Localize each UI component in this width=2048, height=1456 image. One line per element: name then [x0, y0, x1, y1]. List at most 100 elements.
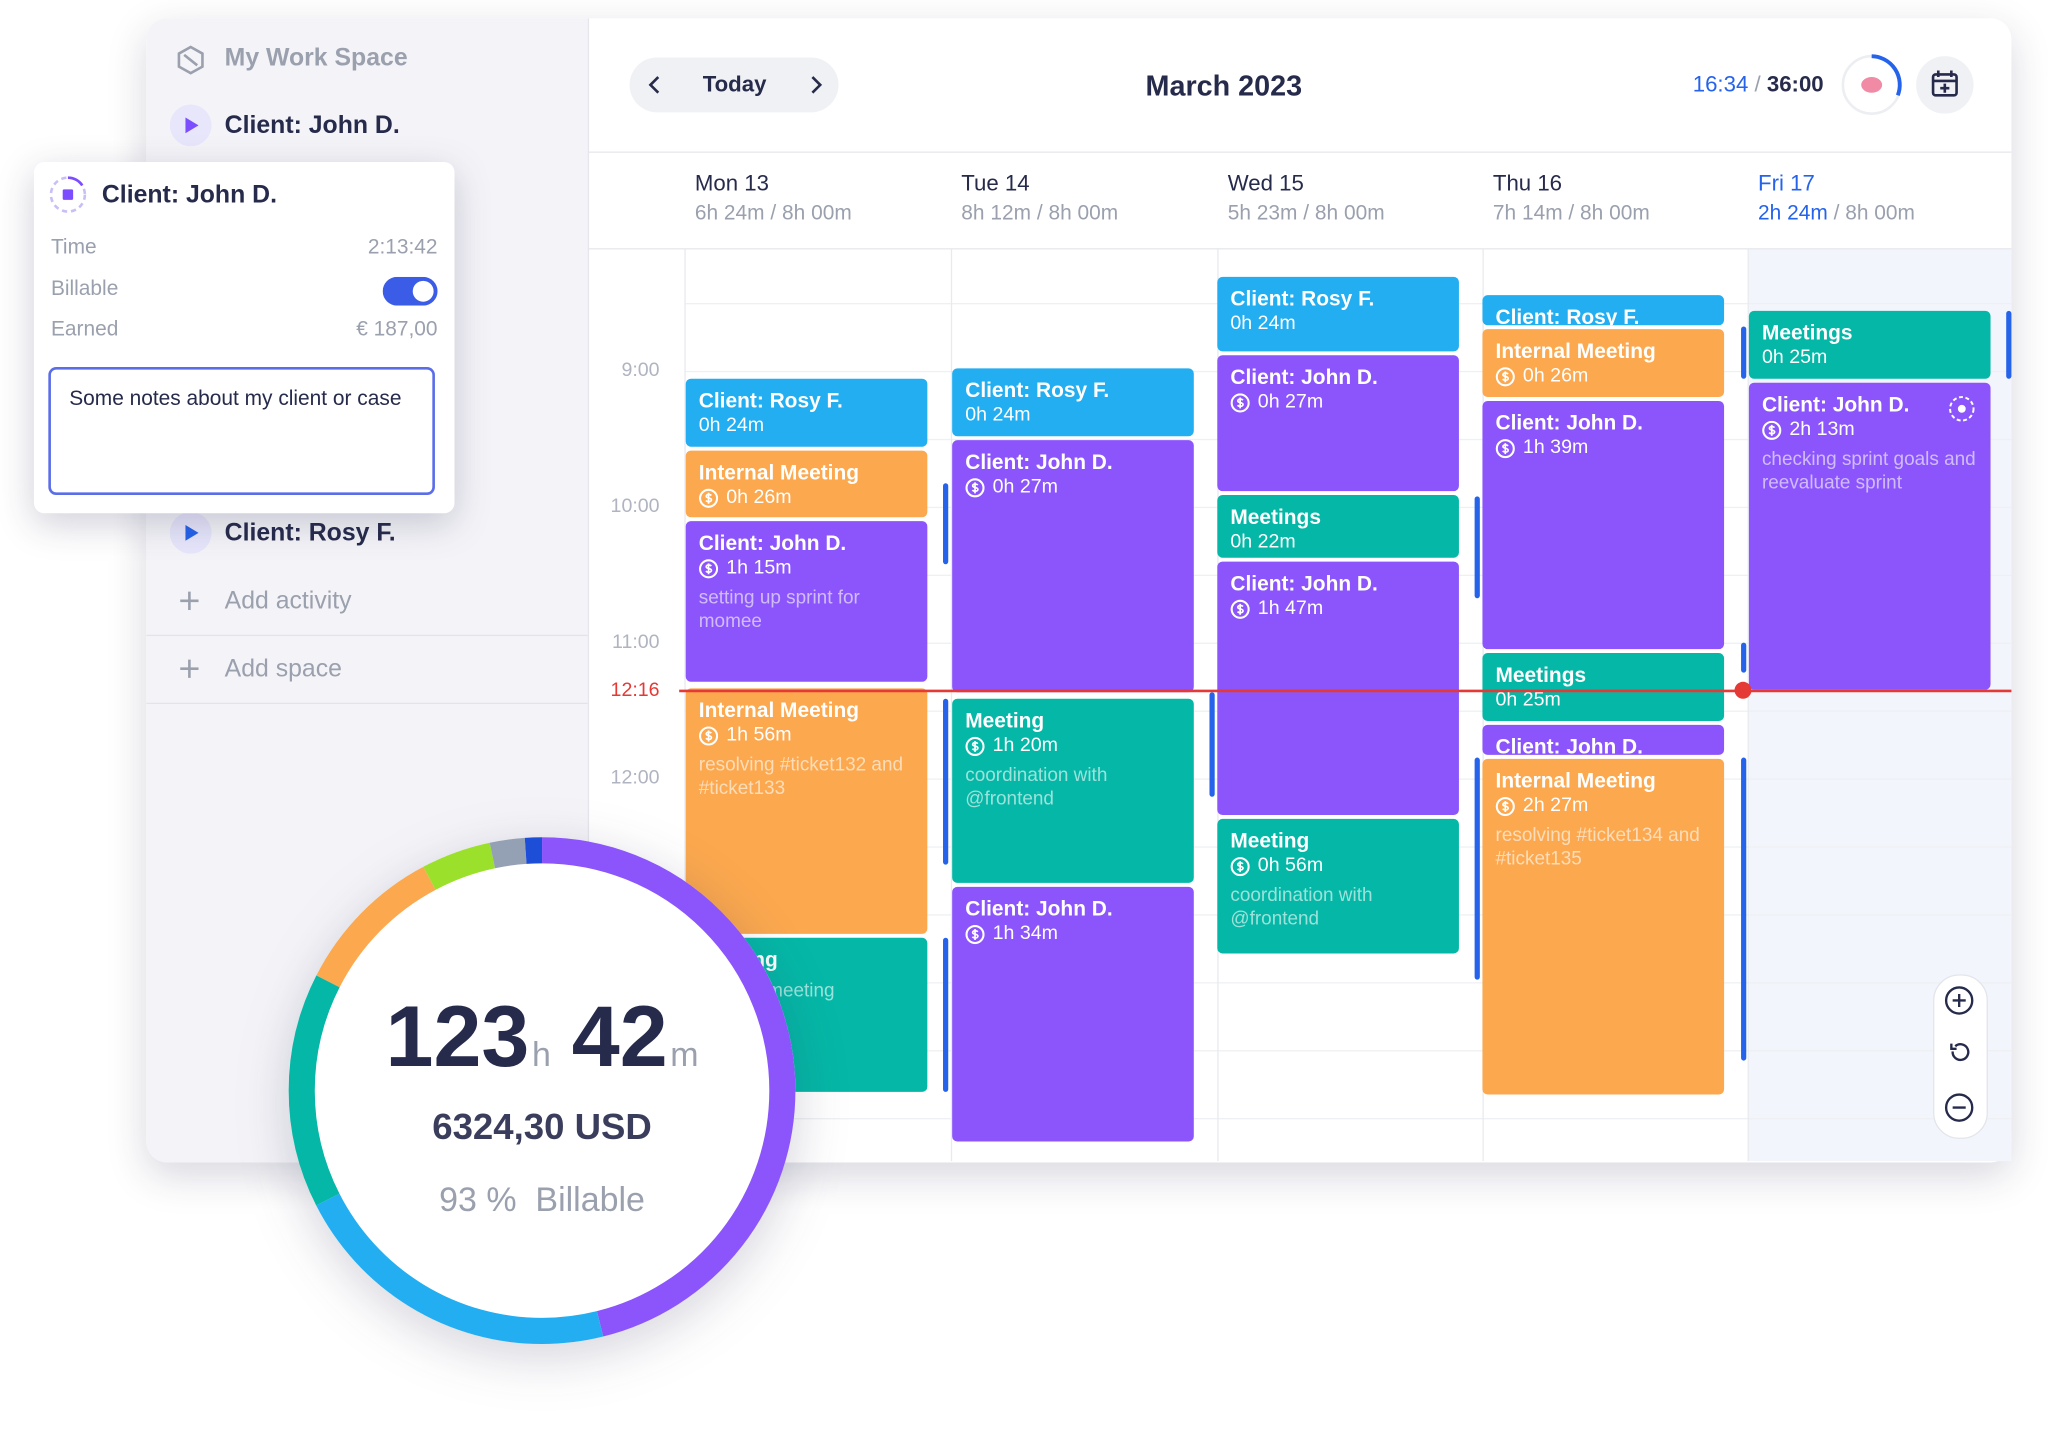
day-hours: 5h 23m / 8h 00m [1228, 202, 1385, 226]
event-title: Internal Meeting [1495, 770, 1656, 793]
calendar-event[interactable]: Meeting 1h 20m coordination with @frontend [952, 698, 1194, 883]
event-title: Meetings [1230, 506, 1321, 529]
event-title: Client: John D. [1495, 412, 1643, 435]
event-title: Meetings [1761, 322, 1853, 345]
calendar-event[interactable]: Client: John D. 0h 27m [1217, 355, 1459, 492]
calendar-event[interactable]: Client: John D. 1h 47m [1217, 561, 1459, 816]
zoom-out[interactable] [1944, 1092, 1975, 1123]
running-indicator [1474, 496, 1480, 599]
day-planned: 8h 00m [1048, 202, 1119, 225]
day-hours: 2h 24m / 8h 00m [1758, 202, 1915, 226]
calendar-event[interactable]: Client: John D. 1h 15m setting up sprint f… [685, 521, 928, 682]
calendar-event[interactable]: Client: Rosy F. 0h 24m [685, 378, 928, 447]
calendar-event[interactable]: Client: John D. 1h 39m [1482, 400, 1725, 650]
event-duration: 2h 13m [1789, 417, 1855, 441]
event-duration: 0h 24m [698, 414, 765, 437]
notes-field[interactable]: Some notes about my client or case [48, 367, 435, 496]
calendar-add-button[interactable] [1916, 56, 1974, 114]
play-button[interactable] [169, 104, 212, 147]
grid-line [684, 1050, 2012, 1052]
today-button[interactable]: Today [702, 71, 767, 97]
plus-icon [180, 659, 199, 678]
billable-icon [1230, 392, 1250, 412]
add-activity[interactable]: Add activity [224, 587, 352, 616]
event-title: Client: Rosy F. [1495, 306, 1640, 326]
event-note: coordination with @frontend [965, 765, 1108, 810]
event-title: Client: Rosy F. [1230, 288, 1375, 311]
event-duration: 0h 24m [1230, 312, 1296, 335]
event-duration-row: 1h 39m [1495, 436, 1712, 460]
event-duration: 0h 25m [1495, 688, 1561, 711]
calendar-event[interactable]: Internal Meeting 2h 27m resolving #ticket1… [1482, 758, 1725, 1095]
calendar-event[interactable]: Internal Meeting 0h 26m [685, 450, 928, 518]
now-label: 12:16 [610, 679, 660, 702]
day-hours: 6h 24m / 8h 00m [695, 202, 852, 226]
sidebar-item[interactable]: Client: John D. [224, 112, 400, 140]
add-space[interactable]: Add space [224, 655, 342, 684]
time-label: 9:00 [621, 359, 660, 382]
calendar-event[interactable]: Client: John D. [1482, 724, 1725, 755]
billable-icon [1495, 438, 1515, 458]
event-duration-row: 1h 20m [965, 734, 1181, 758]
event-duration: 2h 27m [1522, 794, 1589, 817]
month-title: March 2023 [1145, 69, 1303, 102]
divider [146, 634, 588, 637]
calendar-event[interactable]: Client: Rosy F. 0h 24m [1217, 276, 1459, 352]
notes-text: Some notes about my client or case [69, 387, 402, 411]
prev-button[interactable] [643, 72, 669, 98]
next-button[interactable] [802, 72, 828, 98]
running-indicator [943, 937, 949, 1092]
zoom-in[interactable] [1944, 985, 1975, 1016]
event-title: Client: John D. [1495, 736, 1643, 755]
column-line [1747, 249, 1749, 1162]
billable-toggle[interactable] [382, 276, 438, 306]
event-duration: 1h 56m [726, 723, 792, 746]
billable-icon [965, 477, 985, 497]
field-label: Time [50, 236, 97, 259]
event-title: Client: John D. [1761, 394, 1910, 417]
day-header-divider [587, 248, 2012, 250]
calendar-event[interactable]: Client: John D. 1h 34m [952, 886, 1194, 1142]
event-title: Internal Meeting [1495, 340, 1656, 364]
billable-icon [699, 725, 719, 745]
sidebar-item[interactable]: Client: Rosy F. [224, 519, 396, 548]
calendar-event[interactable]: Client: John D. 0h 27m [952, 440, 1194, 693]
calendar-event[interactable]: Client: Rosy F. 0h 24m [952, 368, 1194, 437]
workspace-name: My Work Space [224, 44, 408, 72]
event-duration-row: 1h 56m [699, 724, 915, 748]
calendar-event[interactable]: Internal Meeting 1h 56m resolving #ticket1… [685, 688, 928, 934]
event-duration: 1h 39m [1522, 436, 1589, 459]
billable-label: Billable [535, 1179, 645, 1219]
calendar-event[interactable]: Client: Rosy F. [1482, 295, 1725, 326]
field-label: Billable [50, 278, 119, 301]
play-button[interactable] [169, 511, 212, 554]
billable-icon [699, 558, 719, 578]
minutes-unit: m [670, 1034, 699, 1074]
event-duration-row: 0h 26m [1495, 364, 1712, 388]
timer-total: 36:00 [1766, 71, 1824, 97]
calendar-event[interactable]: Meetings 0h 25m [1748, 310, 1991, 379]
day-separator: / [1303, 202, 1310, 225]
focus-button[interactable] [1840, 54, 1903, 117]
column-line [684, 249, 686, 1162]
calendar-event[interactable]: Meetings 0h 25m [1482, 653, 1725, 721]
billable-summary: 93 % Billable [268, 1179, 817, 1219]
event-title: Internal Meeting [698, 462, 860, 485]
event-note: checking sprint goals and reevaluate spr… [1761, 449, 1976, 494]
event-duration: 0h 26m [726, 485, 792, 509]
day-name: Mon 13 [694, 171, 769, 196]
zoom-reset[interactable] [1946, 1040, 1972, 1066]
calendar-event[interactable]: Internal Meeting 0h 26m [1482, 329, 1725, 398]
event-duration-row: 0h 26m [699, 486, 915, 510]
zoom-controls [1933, 974, 1988, 1139]
billable-icon [1230, 599, 1250, 619]
calendar-event[interactable]: Client: John D. 2h 13m checking sprint goa… [1748, 382, 1991, 690]
billable-percent: 93 % [439, 1179, 517, 1219]
day-name: Tue 14 [961, 171, 1030, 196]
calendar-event[interactable]: Meeting 0h 56m coordination with @frontend [1217, 818, 1459, 954]
event-duration-row: 1h 34m [965, 922, 1181, 946]
event-duration-row: 0h 22m [1230, 530, 1446, 554]
event-duration-row: 2h 27m [1495, 794, 1712, 818]
calendar-event[interactable]: Meetings 0h 22m [1217, 495, 1459, 558]
